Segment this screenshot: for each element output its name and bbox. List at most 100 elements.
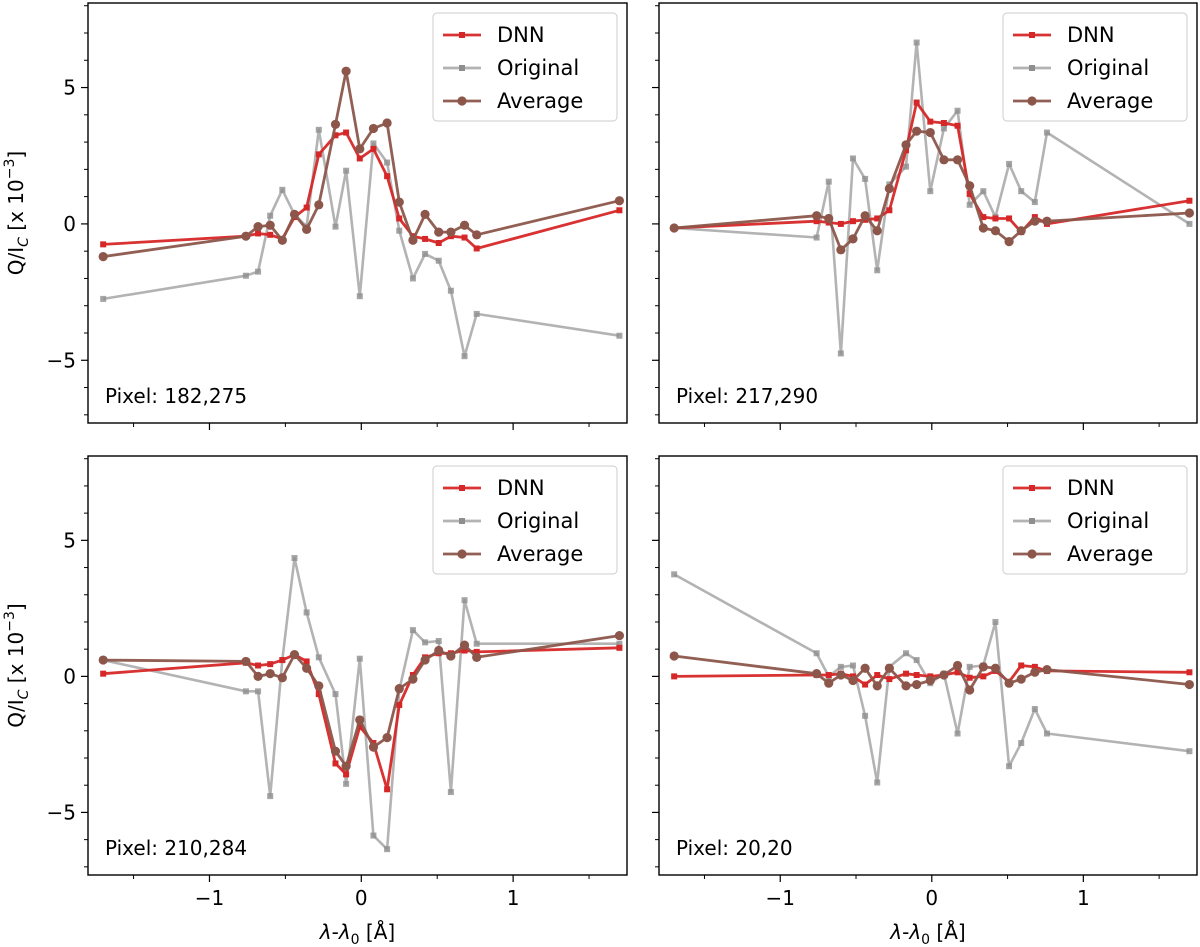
point-average — [614, 196, 625, 206]
x-tick-label: 1 — [507, 886, 520, 910]
point-dnn — [267, 661, 274, 668]
point-dnn — [255, 230, 262, 237]
x-axis-title: λ-λ0 [Å] — [319, 920, 395, 947]
point-average — [394, 684, 404, 694]
point-original — [913, 657, 920, 664]
point-average — [330, 119, 341, 129]
x-tick-label: 0 — [355, 886, 368, 910]
point-average — [472, 230, 482, 240]
point-original — [242, 688, 249, 695]
point-average — [1016, 674, 1026, 684]
point-original — [849, 662, 856, 669]
point-dnn — [886, 676, 893, 683]
point-dnn — [886, 207, 893, 214]
point-original — [422, 639, 429, 646]
point-original — [370, 140, 377, 147]
point-original — [447, 287, 454, 294]
y-tick-label: −5 — [47, 348, 76, 372]
point-average — [472, 652, 482, 662]
point-average — [848, 675, 858, 686]
point-average — [265, 669, 275, 679]
point-dnn — [954, 669, 961, 676]
point-average — [459, 640, 470, 650]
point-original — [332, 223, 339, 230]
point-average — [1030, 216, 1040, 226]
panel-2: DNN Original Average Pixel: 217,290 — [652, 2, 1198, 430]
point-original — [255, 268, 262, 275]
point-original — [1006, 763, 1013, 770]
legend-label-original: Original — [497, 509, 579, 533]
point-average — [302, 663, 312, 673]
series-line-original — [102, 128, 620, 358]
point-original — [966, 663, 973, 670]
point-dnn — [255, 662, 262, 669]
point-original — [315, 126, 322, 133]
point-original — [862, 175, 869, 182]
legend-label-average: Average — [1067, 542, 1153, 566]
point-average — [824, 678, 834, 688]
point-average — [355, 144, 365, 154]
point-original — [473, 640, 480, 647]
point-average — [1042, 216, 1052, 226]
point-average — [1004, 237, 1014, 247]
x-tick-label: −1 — [765, 886, 794, 910]
point-dnn — [616, 644, 623, 651]
point-average — [1004, 678, 1014, 688]
point-dnn — [332, 760, 339, 767]
point-dnn — [954, 122, 961, 129]
point-original — [242, 272, 249, 279]
panel-3: −1 0 1 −5 0 5 DNN Original Average Pixel: 210,284… — [2, 455, 628, 947]
point-original — [267, 212, 274, 219]
point-dnn — [461, 234, 468, 241]
point-average — [434, 227, 444, 237]
legend-marker-average — [1027, 96, 1037, 106]
legend-box — [1002, 465, 1188, 575]
point-dnn — [422, 235, 429, 242]
point-dnn — [1186, 197, 1193, 204]
point-dnn — [100, 670, 107, 677]
point-dnn — [473, 648, 480, 655]
point-average — [848, 234, 858, 244]
point-dnn — [927, 118, 934, 125]
point-average — [872, 681, 882, 691]
axes-frame — [658, 2, 1198, 424]
panel-1: −5 0 5 DNN Original Average Pixel: 182,275 Q/IC… — [2, 2, 628, 430]
point-original — [616, 332, 623, 339]
y-tick-label: 0 — [63, 212, 76, 236]
point-dnn — [616, 207, 623, 214]
point-average — [382, 118, 392, 128]
point-dnn — [435, 240, 442, 246]
point-average — [289, 650, 300, 660]
legend-label-average: Average — [497, 89, 583, 113]
point-average — [446, 651, 456, 661]
point-dnn — [303, 658, 310, 665]
point-average — [978, 223, 988, 233]
pixel-label: Pixel: 182,275 — [105, 384, 247, 408]
point-average — [912, 126, 922, 136]
point-original — [954, 107, 961, 114]
point-average — [669, 651, 679, 661]
legend-label-dnn: DNN — [497, 476, 545, 500]
y-tick-label: 5 — [63, 528, 76, 552]
point-original — [332, 691, 339, 698]
point-dnn — [903, 147, 910, 154]
point-original — [435, 638, 442, 645]
legend-marker-average — [457, 96, 467, 106]
point-dnn — [396, 701, 403, 708]
legend-box — [432, 465, 618, 575]
legend-marker-dnn — [1029, 32, 1035, 38]
point-average — [1042, 664, 1052, 675]
point-average — [330, 746, 341, 756]
point-average — [459, 220, 470, 230]
point-original — [315, 654, 322, 661]
point-average — [824, 213, 834, 224]
point-average — [98, 655, 108, 665]
point-original — [849, 155, 856, 162]
point-average — [420, 655, 430, 665]
point-average — [614, 630, 625, 641]
point-dnn — [384, 786, 391, 793]
point-dnn — [473, 245, 480, 252]
legend-marker-original — [1029, 65, 1035, 71]
point-dnn — [384, 173, 391, 180]
point-average — [368, 123, 379, 134]
